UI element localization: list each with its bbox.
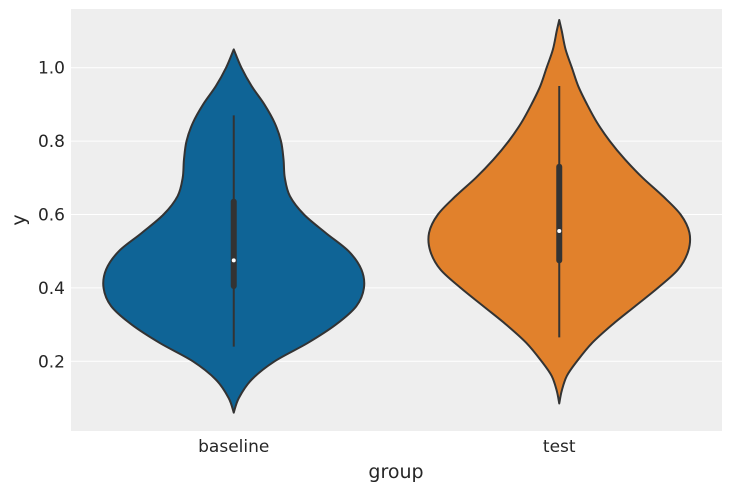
x-tick-labels: baseline test bbox=[198, 437, 576, 457]
violin-baseline bbox=[102, 48, 366, 414]
violins bbox=[102, 19, 692, 414]
violin-median bbox=[557, 229, 562, 234]
y-tick-label: 0.4 bbox=[38, 279, 65, 299]
violin-median bbox=[231, 258, 236, 263]
y-tick-label: 1.0 bbox=[38, 59, 65, 79]
y-tick-labels: 0.2 0.4 0.6 0.8 1.0 bbox=[38, 59, 65, 373]
y-axis-label: y bbox=[8, 214, 30, 225]
violin-test bbox=[427, 19, 692, 405]
x-tick-label: baseline bbox=[198, 437, 269, 457]
x-axis-label: group bbox=[368, 461, 423, 483]
y-tick-label: 0.2 bbox=[38, 352, 65, 372]
y-tick-label: 0.6 bbox=[38, 205, 65, 225]
y-tick-label: 0.8 bbox=[38, 132, 65, 152]
x-tick-label: test bbox=[543, 437, 576, 457]
